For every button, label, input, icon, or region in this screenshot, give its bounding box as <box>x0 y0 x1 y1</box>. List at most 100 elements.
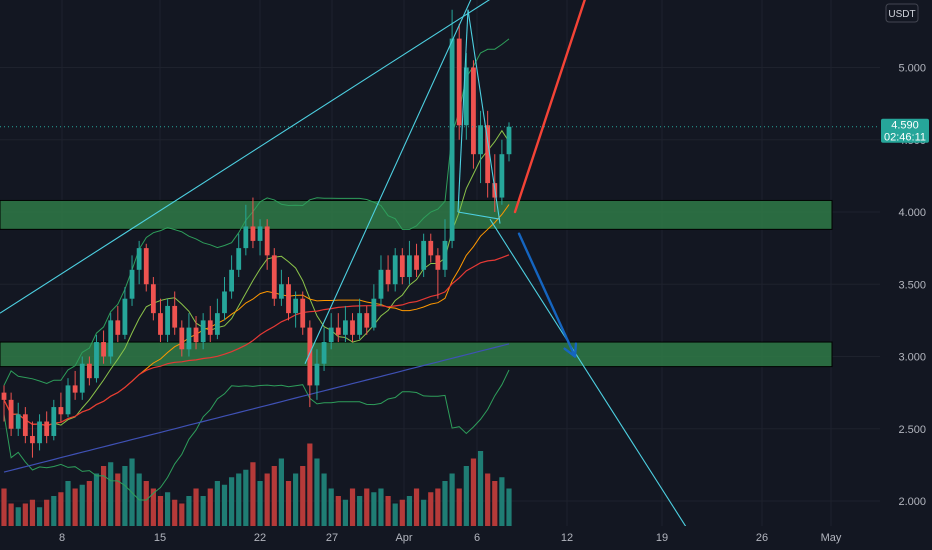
candle-body <box>243 226 249 249</box>
candle-body <box>179 327 185 350</box>
volume-bar <box>314 458 320 526</box>
volume-bar <box>378 488 384 526</box>
arrow-up-target-1-shaft <box>513 0 586 214</box>
volume-bar <box>8 503 14 526</box>
price-axis[interactable]: 8.5008.0007.5007.0006.5006.0005.5005.000… <box>880 0 932 550</box>
volume-bar <box>164 492 171 526</box>
unit-label-box <box>885 3 919 23</box>
trendline-descending <box>489 218 689 531</box>
volume-bar <box>328 488 334 526</box>
volume-bar <box>399 499 405 526</box>
volume-bar <box>65 481 71 526</box>
time-tick-label: 19 <box>656 532 668 544</box>
candle-body <box>435 255 441 270</box>
candle-body <box>22 414 28 436</box>
volume-bar <box>150 488 156 526</box>
candle-body <box>101 342 106 357</box>
volume-bar <box>499 477 505 526</box>
volume-bar <box>492 481 498 526</box>
volume-bar <box>22 503 28 526</box>
ma-long <box>3 254 510 427</box>
candle-body <box>143 248 149 285</box>
time-axis-bg <box>0 526 932 550</box>
volume-bar <box>108 462 114 526</box>
price-zones <box>0 199 833 368</box>
volume-bar <box>58 492 64 526</box>
projection-arrows[interactable] <box>513 0 680 358</box>
candle-body <box>414 255 419 270</box>
volume-bar <box>364 488 370 526</box>
candle-body <box>378 269 384 299</box>
candle-body <box>478 125 483 155</box>
volume-bar <box>435 488 441 526</box>
volume-bar <box>392 503 398 526</box>
candle-body <box>506 126 512 155</box>
candle-body <box>86 363 92 379</box>
volume-bar <box>157 496 164 526</box>
volume-bar <box>100 466 107 526</box>
volume-bar <box>449 473 455 526</box>
bollinger-lower <box>3 369 510 501</box>
candle-body <box>222 291 227 314</box>
trendlines[interactable] <box>0 0 880 531</box>
time-axis[interactable]: 8 15 22 27 Apr 6 12 19 26 May <box>0 526 932 550</box>
time-tick-label: 15 <box>154 532 166 544</box>
candle-body <box>165 305 170 335</box>
volume-bar <box>506 488 512 526</box>
volume-bar <box>122 466 128 526</box>
volume-bar <box>250 462 256 526</box>
candle-body <box>300 298 306 328</box>
price-tick-label: 3.500 <box>898 279 926 291</box>
candle-body <box>136 248 142 270</box>
volume-bar <box>485 473 491 526</box>
candle-body <box>421 240 427 270</box>
candle-body <box>471 67 476 155</box>
unit-label[interactable]: USDT <box>885 3 919 23</box>
price-tick-label: 5.500 <box>898 0 926 2</box>
candle-body <box>257 226 263 241</box>
candle-body <box>37 421 42 444</box>
support-zone <box>0 199 833 230</box>
candle-body <box>229 269 235 292</box>
time-tick-label: Apr <box>395 532 412 544</box>
price-tick-label: 2.500 <box>898 424 926 436</box>
time-tick-label: 8 <box>59 532 65 544</box>
current-price-badge-box <box>881 118 929 143</box>
volume-bar <box>463 466 469 526</box>
volume-bar <box>335 496 341 526</box>
volume-bar <box>371 492 377 526</box>
volume-bar <box>300 466 306 526</box>
candle-body <box>250 226 256 241</box>
candle-body <box>278 284 284 299</box>
volume-bar <box>143 481 149 526</box>
volume-bar <box>36 507 43 526</box>
price-tick-label: 2.000 <box>898 496 926 508</box>
bollinger-upper <box>3 38 510 386</box>
volume-bars <box>1 443 512 526</box>
candle-body <box>193 327 199 343</box>
candle-body <box>357 313 363 335</box>
trendline-pattern-right <box>467 9 501 224</box>
volume-bar <box>278 458 284 526</box>
candle-body <box>115 320 121 335</box>
trendline-pattern-base <box>457 211 501 220</box>
volume-bar <box>193 488 199 526</box>
time-tick-label: 6 <box>474 532 480 544</box>
candle-body <box>399 255 405 278</box>
current-price-value: 4.590 <box>891 120 919 132</box>
volume-bar <box>385 496 391 526</box>
support-zone <box>0 341 833 368</box>
volume-bar <box>477 451 484 526</box>
arrow-up-target-1 <box>513 0 586 214</box>
candle-body <box>94 342 99 379</box>
candle-body <box>456 38 462 126</box>
candle-body <box>79 363 85 393</box>
price-tick-label: 4.000 <box>898 207 926 219</box>
volume-bar <box>456 488 462 526</box>
candle-body <box>442 240 448 270</box>
candle-body <box>307 327 313 386</box>
candle-body <box>485 125 491 184</box>
candle-body <box>65 385 71 415</box>
unit-label-text: USDT <box>888 9 915 20</box>
volume-bar <box>15 507 21 526</box>
